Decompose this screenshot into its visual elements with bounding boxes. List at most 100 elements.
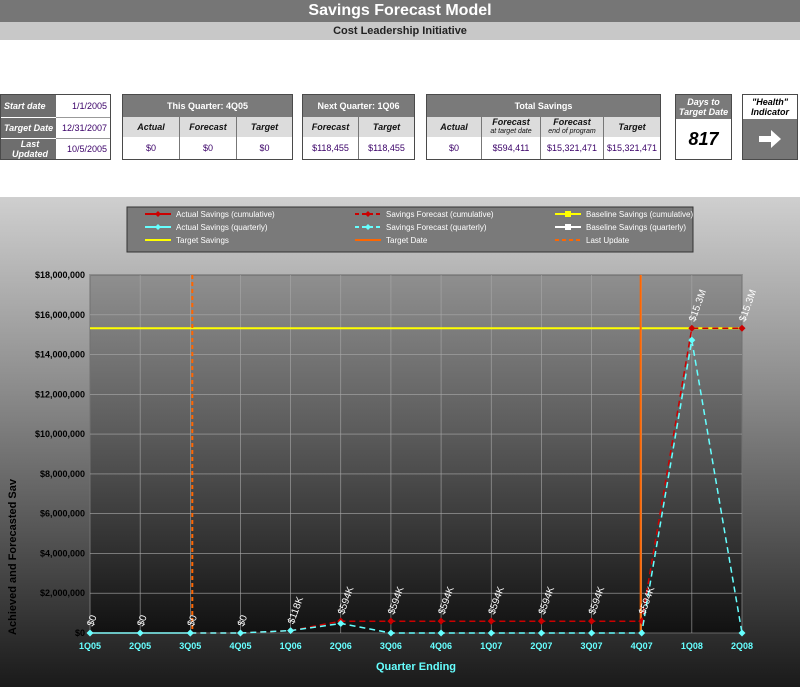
y-tick-label: $16,000,000 bbox=[35, 310, 85, 320]
legend-item: Savings Forecast (cumulative) bbox=[355, 210, 494, 219]
legend-label: Actual Savings (cumulative) bbox=[176, 210, 275, 219]
last-updated-label: Last Updated bbox=[1, 138, 56, 159]
data-label: $0 bbox=[85, 613, 99, 628]
total-forecast-end-header: Forecast end of program bbox=[541, 117, 604, 137]
y-tick-label: $14,000,000 bbox=[35, 350, 85, 360]
series-point bbox=[688, 336, 696, 344]
health-indicator-panel: "Health" Indicator bbox=[742, 94, 798, 160]
this-quarter-target-header: Target bbox=[237, 117, 292, 137]
series-point bbox=[738, 629, 746, 637]
data-label: $0 bbox=[186, 613, 200, 628]
this-quarter-panel: This Quarter: 4Q05 Actual Forecast Targe… bbox=[122, 94, 293, 160]
x-tick-label: 4Q07 bbox=[631, 641, 653, 651]
x-tick-label: 2Q08 bbox=[731, 641, 753, 651]
data-label: $0 bbox=[136, 613, 150, 628]
x-tick-label: 2Q06 bbox=[330, 641, 352, 651]
series-point bbox=[537, 629, 545, 637]
x-tick-label: 3Q07 bbox=[581, 641, 603, 651]
y-tick-label: $18,000,000 bbox=[35, 270, 85, 280]
series-point bbox=[387, 629, 395, 637]
legend-marker bbox=[155, 211, 161, 217]
this-quarter-forecast-value: $0 bbox=[180, 137, 237, 159]
y-tick-label: $4,000,000 bbox=[40, 548, 85, 558]
total-forecast-end-label: Forecast bbox=[553, 117, 591, 127]
target-date-value[interactable]: 12/31/2007 bbox=[56, 117, 110, 138]
legend-label: Target Date bbox=[386, 236, 428, 245]
x-tick-label: 2Q07 bbox=[530, 641, 552, 651]
legend-label: Target Savings bbox=[176, 236, 229, 245]
total-forecast-end-value: $15,321,471 bbox=[541, 137, 604, 159]
legend-item: Last Update bbox=[555, 236, 630, 245]
legend-label: Baseline Savings (quarterly) bbox=[586, 223, 686, 232]
legend-item: Target Savings bbox=[145, 236, 229, 245]
legend-item: Baseline Savings (quarterly) bbox=[555, 223, 686, 232]
x-tick-label: 1Q07 bbox=[480, 641, 502, 651]
series-point bbox=[738, 324, 746, 332]
x-tick-label: 2Q05 bbox=[129, 641, 151, 651]
total-target-header: Target bbox=[604, 117, 660, 137]
series-point bbox=[537, 617, 545, 625]
next-quarter-forecast-header: Forecast bbox=[303, 117, 359, 137]
reference-lines bbox=[90, 275, 742, 633]
savings-chart: Actual Savings (cumulative) Savings Forec… bbox=[0, 197, 800, 687]
series-point bbox=[287, 627, 295, 635]
plot-area bbox=[89, 274, 743, 634]
total-forecast-target-sub: at target date bbox=[490, 128, 532, 135]
series-point bbox=[136, 629, 144, 637]
this-quarter-actual-header: Actual bbox=[123, 117, 180, 137]
y-tick-label: $12,000,000 bbox=[35, 389, 85, 399]
this-quarter-target-value: $0 bbox=[259, 143, 270, 153]
y-axis: $0 $2,000,000 $4,000,000 $6,000,000 $8,000,0… bbox=[35, 270, 85, 638]
series-point bbox=[437, 617, 445, 625]
total-savings-panel: Total Savings Actual Forecast at target … bbox=[426, 94, 661, 160]
x-tick-label: 1Q08 bbox=[681, 641, 703, 651]
arrow-right-icon bbox=[759, 130, 781, 148]
series-point bbox=[186, 629, 194, 637]
this-quarter-title: This Quarter: 4Q05 bbox=[123, 95, 292, 117]
legend-item: Target Date bbox=[355, 236, 428, 245]
dates-panel: Start date 1/1/2005 Target Date 12/31/20… bbox=[0, 94, 111, 160]
health-indicator-label: "Health" Indicator bbox=[750, 97, 789, 117]
y-axis-title: Achieved and Forecasted Sav bbox=[7, 478, 19, 635]
series-point bbox=[588, 629, 596, 637]
last-updated-value[interactable]: 10/5/2005 bbox=[56, 138, 110, 159]
total-forecast-target-value: $594,411 bbox=[482, 137, 541, 159]
series-point bbox=[387, 617, 395, 625]
legend-marker bbox=[565, 224, 571, 230]
days-to-target-panel: Days to Target Date 817 bbox=[675, 94, 732, 160]
legend-marker bbox=[365, 211, 371, 217]
total-forecast-target-label: Forecast bbox=[492, 117, 530, 127]
series-line bbox=[190, 339, 743, 634]
series-savings-forecast-quarterly bbox=[186, 336, 746, 637]
series-point bbox=[86, 629, 94, 637]
x-tick-label: 1Q05 bbox=[79, 641, 101, 651]
legend-label: Actual Savings (quarterly) bbox=[176, 223, 268, 232]
legend-marker bbox=[155, 224, 161, 230]
page-title: Savings Forecast Model bbox=[0, 0, 800, 22]
next-quarter-forecast-value: $118,455 bbox=[303, 137, 359, 159]
legend-label: Savings Forecast (cumulative) bbox=[386, 210, 494, 219]
y-tick-label: $8,000,000 bbox=[40, 469, 85, 479]
x-axis: 1Q05 2Q05 3Q05 4Q05 1Q06 2Q06 3Q06 4Q06 1Q07 2Q07… bbox=[79, 641, 753, 651]
total-savings-title: Total Savings bbox=[427, 95, 660, 117]
y-tick-label: $0 bbox=[75, 628, 85, 638]
total-forecast-end-sub: end of program bbox=[548, 128, 596, 135]
health-indicator-status[interactable] bbox=[743, 119, 797, 159]
legend-marker bbox=[565, 211, 571, 217]
this-quarter-actual-value: $0 bbox=[123, 137, 180, 159]
series-point bbox=[487, 617, 495, 625]
x-tick-label: 3Q05 bbox=[179, 641, 201, 651]
page-subtitle: Cost Leadership Initiative bbox=[0, 22, 800, 40]
legend-item: Baseline Savings (cumulative) bbox=[555, 210, 693, 219]
legend-item: Actual Savings (cumulative) bbox=[145, 210, 275, 219]
legend-box bbox=[126, 206, 694, 253]
next-quarter-title: Next Quarter: 1Q06 bbox=[303, 95, 414, 117]
series-point bbox=[638, 629, 646, 637]
y-tick-label: $10,000,000 bbox=[35, 429, 85, 439]
start-date-value[interactable]: 1/1/2005 bbox=[71, 101, 107, 111]
total-target-value: $15,321,471 bbox=[606, 143, 658, 153]
total-forecast-target-header: Forecast at target date bbox=[482, 117, 541, 137]
savings-chart-svg: Actual Savings (cumulative) Savings Forec… bbox=[0, 197, 800, 687]
legend-label: Savings Forecast (quarterly) bbox=[386, 223, 487, 232]
series-point bbox=[437, 629, 445, 637]
